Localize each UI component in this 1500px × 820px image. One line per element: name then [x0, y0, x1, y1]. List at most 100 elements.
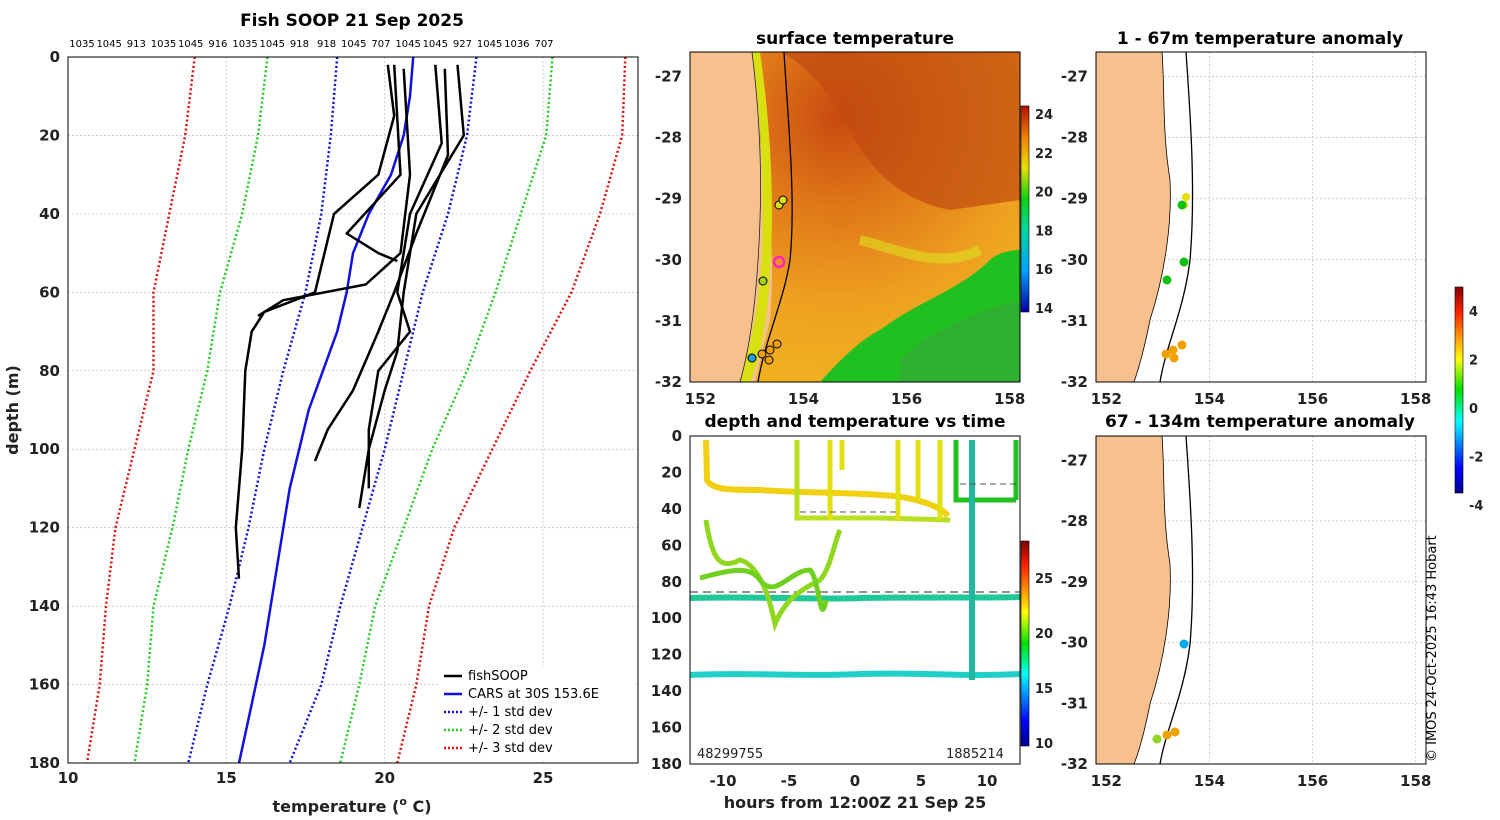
profile-top-ids: 1035 1045 913 1035 1045 916 1035 1045 918 918 1045… [69, 39, 553, 50]
profile-top-id: 1045 [423, 39, 448, 50]
time-x-tick-label: -10 [709, 772, 736, 790]
time-y-tick-label: 100 [651, 609, 682, 627]
profile-x-label: temperature (o C) [272, 795, 431, 816]
time-x-ticks: -10 -5 0 5 10 [709, 772, 997, 790]
time-colorbar-ticks: 25 20 15 10 [1035, 572, 1053, 752]
sst-title: surface temperature [756, 29, 954, 49]
map-y-tick-label: -27 [655, 67, 682, 85]
map-x-tick-label: 156 [891, 390, 922, 408]
legend-2std: +/- 2 std dev [468, 723, 553, 738]
legend-3std: +/- 3 std dev [468, 741, 553, 756]
anom-colorbar [1454, 286, 1464, 494]
anom-point [1179, 639, 1189, 649]
anom-point [1170, 727, 1180, 737]
profile-top-id: 1035 [232, 39, 257, 50]
profile-line-fishsoop [234, 64, 396, 579]
profile-legend: fishSOOP CARS at 30S 153.6E +/- 1 std de… [440, 666, 634, 760]
anom-deep-axes-box [1095, 435, 1427, 765]
map-y-tick-label: -30 [1061, 634, 1088, 652]
profile-y-tick-label: 180 [29, 754, 60, 772]
sst-axes-box [689, 51, 1021, 383]
map-x-tick-label: 154 [788, 390, 819, 408]
profile-top-id: 1036 [504, 39, 529, 50]
profile-y-tick-label: 40 [39, 205, 60, 223]
sst-colorbar-ticks: 24 22 20 18 16 14 [1035, 108, 1053, 317]
anom-point [1161, 349, 1171, 359]
profile-y-tick-label: 120 [29, 519, 60, 537]
colorbar-tick-label: 18 [1035, 224, 1053, 239]
anom-shallow-contour [1159, 51, 1194, 383]
profile-y-tick-label: 60 [39, 283, 60, 301]
sst-y-ticks: -27 -28 -29 -30 -31 -32 [655, 67, 682, 391]
colorbar-tick-label: 4 [1469, 305, 1478, 320]
profile-y-tick-label: 20 [39, 126, 60, 144]
time-y-tick-label: 80 [661, 573, 682, 591]
profile-top-id: 913 [127, 39, 146, 50]
profile-top-id: 916 [208, 39, 227, 50]
colorbar-tick-label: 14 [1035, 302, 1053, 317]
profile-line-fishsoop [257, 68, 412, 317]
time-title: depth and temperature vs time [705, 412, 1006, 432]
time-x-tick-label: 5 [916, 772, 926, 790]
profile-y-tick-label: 0 [50, 48, 60, 66]
profile-line--2-std-dev [339, 56, 554, 764]
profile-top-id: 707 [371, 39, 390, 50]
sst-map [690, 52, 1020, 382]
time-x-tick-label: 10 [977, 772, 998, 790]
anom-deep-contour [1159, 435, 1194, 765]
profile-top-id: 1045 [178, 39, 203, 50]
legend-fishsoop: fishSOOP [468, 669, 528, 684]
map-x-tick-label: 158 [994, 390, 1025, 408]
profile-top-id: 1045 [260, 39, 285, 50]
time-bottom-ids-right: 1885214 [946, 747, 1004, 762]
map-y-tick-label: -28 [1061, 512, 1088, 530]
time-x-tick-label: -5 [781, 772, 798, 790]
sst-colorbar [1020, 105, 1030, 313]
map-y-tick-label: -30 [1061, 251, 1088, 269]
profile-title: Fish SOOP 21 Sep 2025 [240, 11, 464, 31]
profile-line--1-std-dev [187, 56, 339, 764]
map-y-tick-label: -27 [1061, 451, 1088, 469]
map-y-tick-label: -28 [1061, 129, 1088, 147]
time-y-tick-label: 20 [661, 463, 682, 481]
map-y-tick-label: -30 [655, 251, 682, 269]
map-y-tick-label: -29 [1061, 573, 1088, 591]
profile-top-id: 918 [317, 39, 336, 50]
profile-line--3-std-dev [85, 56, 196, 764]
colorbar-tick-label: 24 [1035, 108, 1053, 123]
anom-shallow-axes-box [1095, 51, 1427, 383]
profile-line-fishsoop [313, 68, 450, 462]
map-y-tick-label: -28 [655, 129, 682, 147]
profile-top-id: 1045 [477, 39, 502, 50]
profile-top-id: 1045 [341, 39, 366, 50]
map-x-tick-label: 156 [1297, 772, 1328, 790]
profile-x-tick-label: 20 [374, 769, 395, 787]
profile-y-tick-label: 100 [29, 440, 60, 458]
profile-x-tick-label: 25 [533, 769, 554, 787]
anom-deep-x-ticks: 152 154 156 158 [1091, 772, 1432, 790]
map-y-tick-label: -31 [1061, 694, 1088, 712]
sst-x-ticks: 152 154 156 158 [685, 390, 1026, 408]
profile-line-fishsoop [345, 64, 402, 263]
anom-shallow-panel: 1 - 67m temperature anomaly 152 154 156 158… [1061, 29, 1431, 408]
profile-panel: Fish SOOP 21 Sep 2025 1035 1045 913 1035 104… [3, 11, 639, 816]
profile-y-label: depth (m) [3, 365, 22, 455]
credit-text: © IMOS 24-Oct-2025 16:43 Hobart [1425, 535, 1440, 762]
profile-top-id: 1045 [395, 39, 420, 50]
map-y-tick-label: -31 [655, 312, 682, 330]
profile-grid [67, 56, 638, 764]
profile-top-id: 1045 [96, 39, 121, 50]
profile-line--2-std-dev [133, 56, 269, 764]
profile-axes-box [67, 56, 639, 764]
anom-point [1169, 353, 1179, 363]
time-x-label: hours from 12:00Z 21 Sep 25 [724, 793, 986, 812]
time-y-ticks: 0 20 40 60 80 100 120 140 160 180 [651, 427, 682, 773]
anom-point [1179, 257, 1189, 267]
profile-top-id: 707 [534, 39, 553, 50]
anom-shallow-x-ticks: 152 154 156 158 [1091, 390, 1432, 408]
profile-y-tick-label: 140 [29, 597, 60, 615]
anom-point [1177, 340, 1187, 350]
time-plot-area [690, 436, 1020, 764]
anom-point [1162, 275, 1172, 285]
profile-top-id: 1035 [151, 39, 176, 50]
